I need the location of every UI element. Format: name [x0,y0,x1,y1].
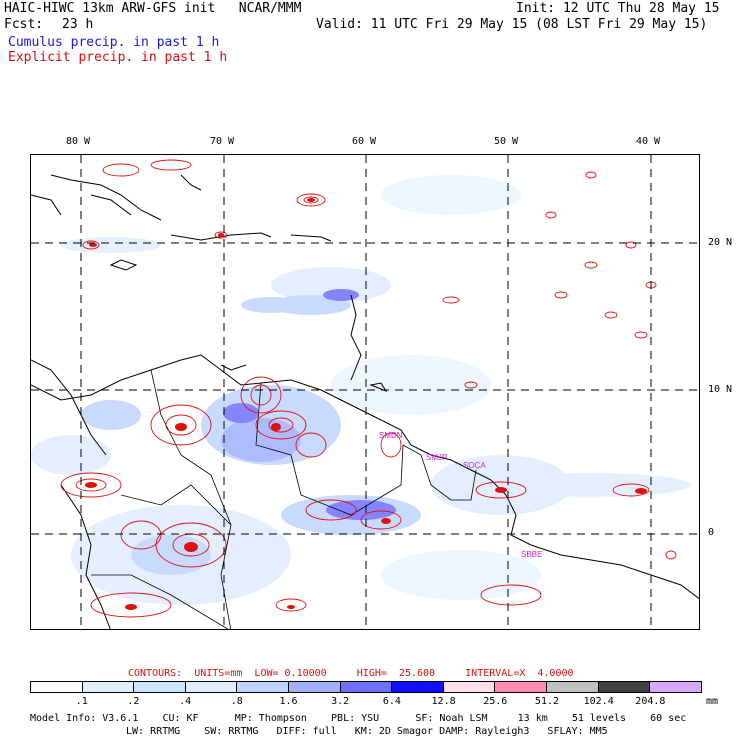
lon-label-50w: 50 W [494,136,519,147]
valid-time: Valid: 11 UTC Fri 29 May 15 (08 LST Fri … [316,17,708,32]
color-scale-tick: 3.2 [331,696,350,707]
color-scale-tick: .1 [75,696,88,707]
explicit-precip-label: Explicit precip. in past 1 h [8,50,228,65]
color-swatch [598,682,651,692]
color-swatch [495,682,548,692]
model-info-line1: Model Info: V3.6.1 CU: KF MP: Thompson P… [30,713,687,724]
color-swatch [443,682,496,692]
color-scale-unit: mm [706,696,719,707]
station-sbbe: SBBE [521,550,542,559]
forecast-hour: 23 h [62,17,94,32]
color-scale-tick: 1.6 [279,696,298,707]
map-canvas: SMJP SOCA SBBE SMDN [31,155,699,629]
station-soca: SOCA [463,461,486,470]
color-scale-tick: 51.2 [534,696,560,707]
color-swatch [237,682,290,692]
contour-info: CONTOURS: UNITS=mm LOW= 0.10000 HIGH= 25… [128,668,574,679]
color-swatch [185,682,238,692]
color-swatch [547,682,599,692]
color-scale-tick: .8 [230,696,243,707]
color-swatch [31,682,83,692]
lon-label-70w: 70 W [210,136,235,147]
precip-map: SMJP SOCA SBBE SMDN [30,154,700,630]
lat-label-0: 0 [708,527,715,538]
color-scale-tick: .2 [127,696,140,707]
color-scale-tick: 6.4 [382,696,401,707]
color-scale-bar [30,681,702,693]
station-smdn: SMDN [379,431,403,440]
station-smjp: SMJP [426,453,447,462]
color-swatch [392,682,444,692]
lon-label-40w: 40 W [636,136,661,147]
forecast-label: Fcst: [4,17,44,32]
lon-label-60w: 60 W [352,136,377,147]
color-swatch [82,682,135,692]
coastlines [31,174,699,629]
lat-label-10n: 10 N [708,384,733,395]
color-scale-tick: 25.6 [483,696,508,707]
explicit-precip-cores [85,198,647,610]
color-scale-tick: .4 [179,696,192,707]
explicit-precip-contours [60,159,677,618]
color-swatch [289,682,341,692]
color-scale-tick: 204.8 [635,696,666,707]
init-time: Init: 12 UTC Thu 28 May 15 [516,1,720,16]
model-info-line2: LW: RRTMG SW: RRTMG DIFF: full KM: 2D Sm… [126,726,608,737]
color-scale-tick: 102.4 [583,696,614,707]
cumulus-precip-shading [31,175,691,605]
cumulus-precip-label: Cumulus precip. in past 1 h [8,35,220,50]
lat-label-20n: 20 N [708,237,733,248]
color-swatch [650,682,701,692]
lat-lon-grid [31,155,699,629]
color-swatch [134,682,186,692]
model-title: HAIC-HIWC 13km ARW-GFS init NCAR/MMM [4,1,302,16]
lon-label-80w: 80 W [66,136,91,147]
color-scale-tick: 12.8 [431,696,456,707]
color-swatch [340,682,393,692]
